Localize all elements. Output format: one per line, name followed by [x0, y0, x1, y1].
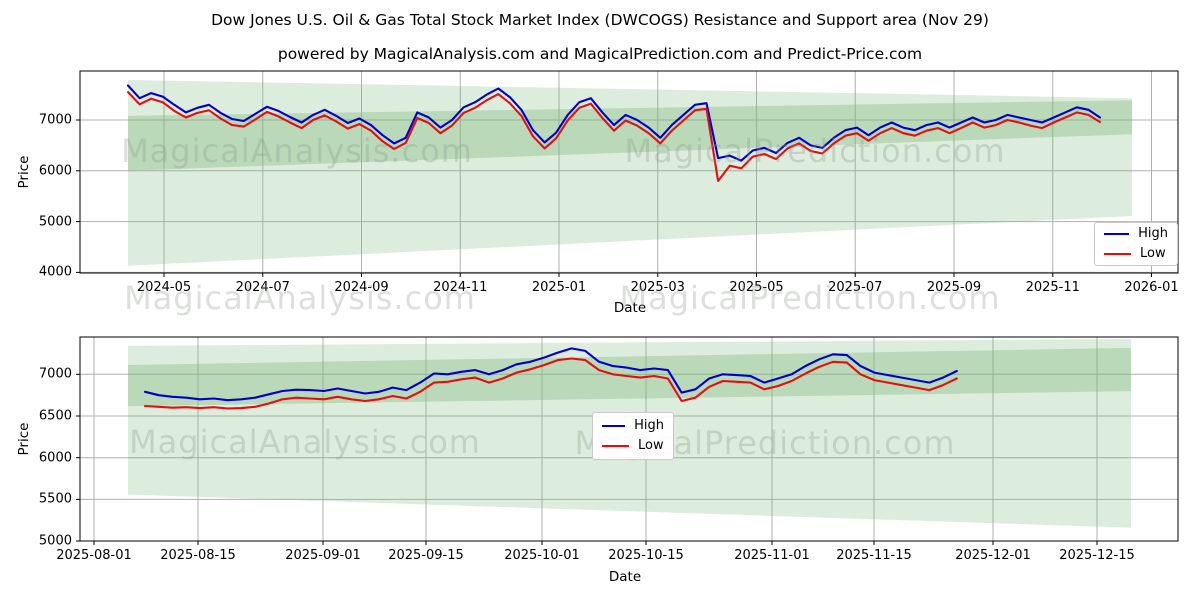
x-tick-label: 2025-11-15 — [836, 548, 912, 563]
x-tick-label: 2025-09-01 — [285, 548, 361, 563]
plot-border — [79, 336, 1179, 542]
y-axis-label: Price — [16, 422, 32, 456]
x-axis-label: Date — [608, 569, 642, 585]
x-tick-label: 2025-01 — [531, 280, 587, 295]
y-tick-label: 4000 — [38, 264, 72, 280]
x-axis-label: Date — [613, 300, 647, 316]
plot-border — [79, 70, 1179, 274]
legend: High Low — [1094, 222, 1178, 266]
y-tick-label: 5000 — [38, 214, 72, 230]
x-tick-label: 2025-12-01 — [955, 548, 1031, 563]
x-tick-label: 2025-08-15 — [160, 548, 236, 563]
y-tick-label: 6000 — [38, 163, 72, 179]
legend-line-swatch-low — [1104, 252, 1131, 255]
x-tick-label: 2025-08-01 — [56, 548, 132, 563]
x-tick-label: 2026-01 — [1124, 280, 1179, 295]
x-tick-label: 2025-09-15 — [388, 548, 464, 563]
x-tick-label: 2024-05 — [136, 280, 192, 295]
y-tick-label: 7000 — [38, 112, 72, 128]
series-line-low — [143, 357, 958, 410]
legend-row: Low — [1104, 246, 1168, 262]
y-tick-label: 7000 — [38, 366, 72, 382]
x-tick-label: 2024-11 — [433, 280, 488, 295]
y-axis-label: Price — [16, 155, 32, 189]
y-tick-label: 5500 — [38, 491, 72, 507]
band-support-resistance-dark — [128, 100, 1132, 171]
x-tick-label: 2025-09 — [926, 280, 982, 295]
x-tick-label: 2025-11 — [1025, 280, 1080, 295]
y-tick-label: 5000 — [38, 533, 72, 549]
x-tick-label: 2024-07 — [235, 280, 290, 295]
x-tick-label: 2025-05 — [729, 280, 784, 295]
legend-row: High — [602, 418, 664, 434]
legend-line-swatch-high — [1104, 233, 1130, 236]
legend-line-swatch-low — [602, 444, 629, 447]
series-line-high — [126, 84, 1102, 162]
legend-label-low: Low — [638, 437, 664, 453]
x-tick-label: 2025-07 — [828, 280, 883, 295]
legend-label-low: Low — [1140, 245, 1166, 261]
series-line-high — [143, 347, 958, 402]
y-tick-label: 6000 — [38, 450, 72, 466]
x-tick-label: 2025-10-15 — [608, 548, 684, 563]
y-tick-label: 6500 — [38, 408, 72, 424]
x-tick-label: 2024-09 — [334, 280, 389, 295]
legend-label-high: High — [634, 418, 664, 434]
legend-label-high: High — [1138, 226, 1168, 242]
legend-row: High — [1104, 226, 1168, 242]
legend: High Low — [592, 412, 674, 460]
x-tick-label: 2025-12-15 — [1059, 548, 1135, 563]
x-tick-label: 2025-11-01 — [734, 548, 810, 563]
legend-row: Low — [602, 438, 664, 454]
chart-subtitle: powered by MagicalAnalysis.com and Magic… — [277, 45, 923, 63]
x-tick-label: 2025-10-01 — [504, 548, 580, 563]
chart-title: Dow Jones U.S. Oil & Gas Total Stock Mar… — [211, 11, 989, 29]
legend-line-swatch-high — [602, 425, 626, 428]
series-line-low — [126, 91, 1102, 183]
x-tick-label: 2025-03 — [630, 280, 685, 295]
